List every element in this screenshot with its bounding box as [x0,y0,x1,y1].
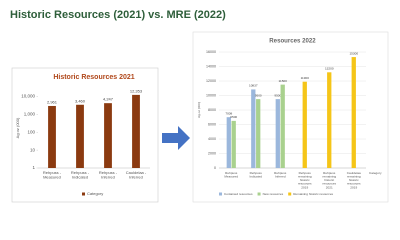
x-tick-label: Rehpuss -Measured [43,170,62,180]
bar [275,99,280,168]
data-label: 6500 [230,115,237,119]
data-label: 9500 [274,93,281,97]
legend-swatch [82,192,85,196]
slide-title: Historic Resources (2021) vs. MRE (2022) [10,9,226,21]
data-label: 11900 [301,76,310,80]
y-tick-label: 0 [214,166,216,170]
y-axis-label: Ag oz (000) [15,117,20,138]
data-label: 4,247 [103,97,114,102]
x-tick-label: Cauldelaa remaining historic resources 2019 [347,171,361,189]
y-tick-label: 16000 [206,50,216,54]
bar [256,99,261,168]
data-label: 7008 [225,112,232,116]
legend-swatch [257,192,261,196]
bar [231,120,236,168]
y-tick-label: 14000 [206,64,216,68]
legend-label: Remaining historic resources [293,192,333,196]
y-tick-label: 2000 [208,151,216,155]
data-label: 11500 [279,79,288,83]
legend-swatch [219,192,222,196]
x-tick-label: Rehpuss -Indicated [71,170,90,180]
x-tick-label: Rehpuss remaining historic resources 2019 [298,171,312,189]
bar [48,105,56,168]
y-tick-label: 1 [32,165,35,170]
data-label: 12,353 [130,88,143,93]
arrow [162,126,190,150]
legend-label: Category [87,191,103,196]
y-tick-label: 4000 [208,137,216,141]
y-tick-label: 6000 [208,122,216,126]
bar [104,103,112,168]
x-tick-label: Rehpuss Inferred [274,171,287,179]
bar [76,104,84,168]
y-tick-label: 12000 [206,79,216,83]
x-tick-label: Rehpuss -Inferred [99,170,118,180]
y-tick-label: 10 [30,147,36,152]
y-axis-label: Ag oz (000) [197,102,201,118]
x-tick-label: Rehpuss Measured [224,171,238,179]
x-tick-label: Rehpuss Indicated [249,171,262,179]
chart-title: Resources 2022 [269,38,316,45]
bar [327,72,332,168]
data-label: 2,961 [47,100,58,105]
x-tick-label: Cauldelaa -Inferred [126,170,147,180]
data-label: 9500 [255,93,262,97]
x-tick-label: Rehpuss remaining historic resources 2021 [322,171,336,189]
data-label: 13200 [325,67,334,71]
y-tick-label: 100 [27,129,35,134]
bar [132,94,140,168]
bar [226,117,231,168]
slide: Historic Resources (2021) vs. MRE (2022)… [10,8,389,203]
data-label: 15300 [349,51,358,55]
y-tick-label: 10000 [206,93,216,97]
legend-label: New resources [263,192,284,196]
bar [351,57,356,169]
y-tick-label: 8000 [208,108,216,112]
bar [251,89,256,168]
bar [302,81,307,168]
y-tick-label: 10,000 [21,94,35,99]
legend-swatch [288,192,292,196]
legend-label: Contained resources [224,192,253,196]
bar [280,84,285,168]
x-axis-label: Category [369,171,382,175]
y-tick-label: 1,000 [24,112,36,117]
data-label: 3,460 [75,98,86,103]
data-label: 10837 [249,84,258,88]
chart-title: Historic Resources 2021 [53,74,134,81]
